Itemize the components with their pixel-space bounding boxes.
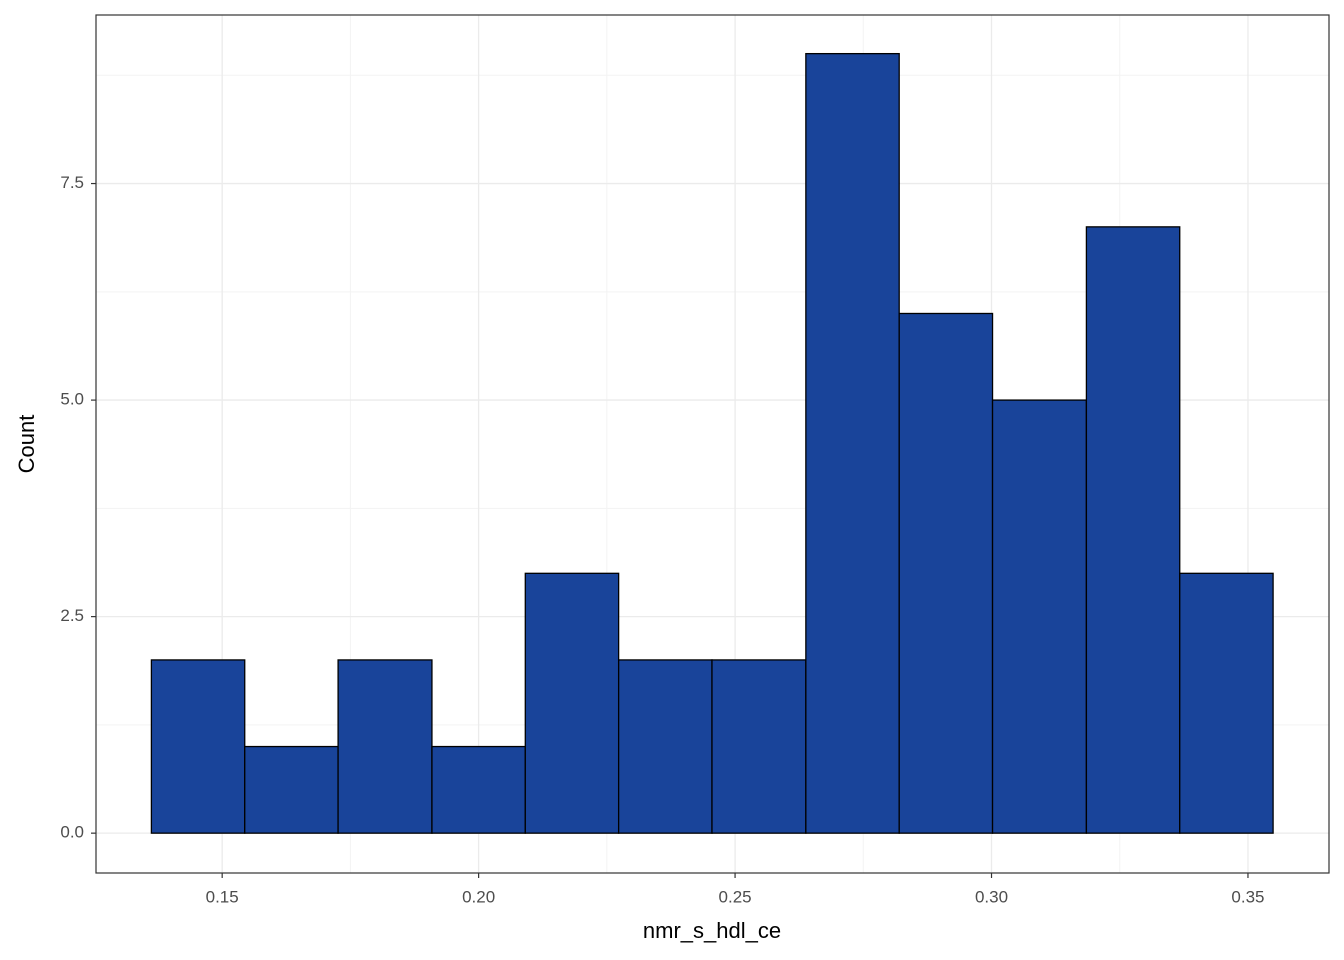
y-tick-label: 2.5 bbox=[60, 606, 84, 625]
bar bbox=[991, 399, 1088, 834]
bars bbox=[150, 52, 1274, 834]
bar bbox=[711, 659, 807, 834]
x-tick-label: 0.35 bbox=[1231, 887, 1264, 906]
bar bbox=[431, 745, 526, 834]
bar bbox=[617, 659, 713, 834]
x-tick-label: 0.30 bbox=[975, 887, 1008, 906]
x-axis-title: nmr_s_hdl_ce bbox=[643, 918, 781, 943]
bar bbox=[1179, 572, 1274, 834]
x-tick-label: 0.25 bbox=[719, 887, 752, 906]
x-tick-label: 0.15 bbox=[206, 887, 239, 906]
y-axis-title: Count bbox=[14, 415, 39, 474]
y-tick-label: 5.0 bbox=[60, 390, 84, 409]
bar bbox=[150, 659, 246, 834]
x-tick-label: 0.20 bbox=[462, 887, 495, 906]
bar bbox=[524, 572, 620, 834]
bar bbox=[805, 52, 900, 834]
y-tick-label: 0.0 bbox=[60, 823, 84, 842]
bar bbox=[244, 745, 339, 834]
y-tick-label: 7.5 bbox=[60, 173, 84, 192]
panel-border bbox=[95, 14, 1330, 874]
bar bbox=[898, 312, 994, 834]
bar bbox=[337, 659, 433, 834]
bar bbox=[1085, 226, 1181, 834]
